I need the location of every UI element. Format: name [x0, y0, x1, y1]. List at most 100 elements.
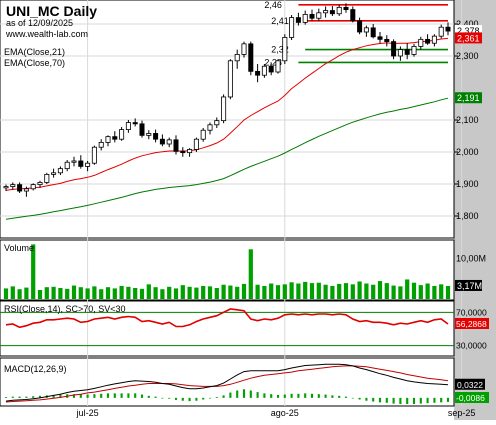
candle	[363, 25, 369, 37]
macd-histogram-bar	[358, 397, 361, 400]
price-tick-label: 1,800	[456, 211, 479, 221]
candle-body	[200, 129, 206, 140]
candle	[207, 122, 213, 135]
volume-bar	[391, 285, 396, 299]
macd-histogram-bar	[283, 394, 286, 398]
macd-histogram-bar	[324, 394, 327, 398]
macd-title: MACD(12,26,9)	[4, 364, 67, 374]
candle	[44, 172, 50, 184]
candle-body	[85, 162, 91, 167]
volume-bar	[323, 284, 328, 299]
candle	[51, 168, 57, 178]
candle-body	[57, 168, 63, 174]
candle	[404, 43, 410, 60]
volume-bar	[146, 284, 151, 299]
candle	[23, 186, 29, 197]
candle	[193, 137, 199, 152]
macd-histogram-bar	[270, 394, 273, 398]
candle-body	[207, 124, 213, 131]
volume-bar	[44, 287, 49, 299]
volume-bar	[3, 288, 9, 299]
ema70-line	[5, 97, 449, 220]
candle	[3, 184, 9, 192]
candle-body	[234, 54, 240, 62]
volume-series: 10,00M 3,17M	[3, 244, 486, 299]
candle	[91, 145, 97, 165]
macd-histogram-bar	[236, 390, 239, 398]
price-tick-label: 2,100	[456, 115, 479, 125]
candle	[248, 41, 254, 76]
macd-line	[5, 363, 449, 402]
candle	[78, 155, 84, 169]
candle	[343, 3, 349, 13]
ema70-legend: EMA(Close,70)	[4, 58, 65, 68]
candle	[139, 120, 145, 138]
macd-panel	[0, 357, 455, 407]
macd-histogram-bar	[297, 393, 300, 398]
macd-histogram-bar	[93, 394, 96, 398]
volume-bar	[153, 287, 158, 299]
macd-histogram-bar	[263, 393, 266, 398]
volume-bar	[160, 289, 165, 299]
candle-body	[302, 13, 308, 23]
macd-histogram-bar	[140, 394, 144, 398]
candle-body	[289, 17, 295, 38]
candle-body	[295, 17, 301, 23]
candle-body	[221, 96, 227, 122]
candle-body	[384, 38, 390, 43]
macd-histogram-bar	[276, 394, 280, 398]
macd-histogram-bar	[310, 393, 314, 398]
candle	[146, 130, 152, 140]
candle	[200, 128, 206, 142]
volume-bar	[235, 286, 240, 299]
macd-histogram-bar	[154, 396, 157, 398]
candle-body	[17, 184, 23, 192]
chart-title: UNI_MC Daily	[6, 3, 97, 19]
candle	[370, 24, 376, 39]
volume-bar	[425, 283, 430, 299]
candle	[241, 41, 247, 58]
volume-bar	[10, 286, 15, 299]
candle-body	[132, 122, 138, 125]
macd-histogram-bar	[32, 396, 35, 398]
candle	[125, 120, 131, 133]
candle	[159, 134, 165, 147]
macd-histogram-bar	[11, 396, 14, 398]
candle-body	[159, 138, 165, 145]
candle	[275, 59, 281, 74]
macd-last-tag: 0,0322	[457, 380, 483, 390]
volume-bar	[316, 282, 321, 299]
volume-bar	[255, 284, 260, 299]
macd-signal-line	[5, 365, 449, 403]
candle	[445, 22, 451, 36]
volume-bar	[17, 289, 22, 299]
last-price-tag-bg	[455, 25, 482, 37]
volume-bar	[289, 282, 294, 299]
volume-bar	[99, 289, 104, 299]
volume-bar	[303, 281, 308, 299]
volume-bar	[343, 283, 349, 299]
macd-histogram-bar	[52, 394, 55, 398]
candle	[282, 34, 288, 64]
volume-bar	[105, 287, 111, 299]
volume-panel	[0, 239, 455, 301]
candle-body	[445, 26, 451, 32]
candle	[384, 35, 390, 47]
level-label: 2,28	[264, 57, 282, 67]
macd-histogram-bar	[134, 393, 137, 398]
macd-histogram-bar	[18, 396, 21, 398]
candle	[166, 137, 172, 148]
price-tick-label: 1,900	[456, 179, 479, 189]
volume-bar	[241, 283, 247, 299]
volume-bar	[432, 285, 437, 299]
ema21-line	[5, 37, 449, 191]
level-label: 2,41	[271, 16, 289, 26]
volume-bar	[248, 249, 253, 299]
macd-histogram-bar	[215, 397, 218, 398]
candle-body	[173, 139, 179, 152]
candle	[268, 62, 274, 76]
candle	[64, 160, 70, 172]
candle-body	[23, 188, 29, 192]
candle	[112, 131, 118, 143]
ema70-series	[5, 97, 449, 220]
